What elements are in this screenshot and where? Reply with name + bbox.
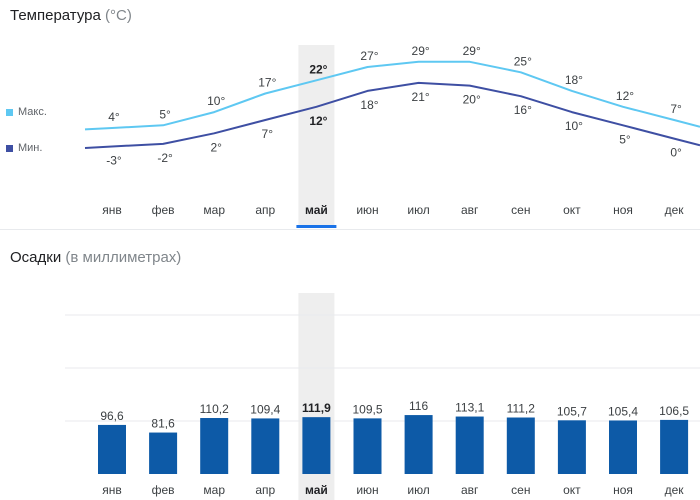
temp-label-min: 0° bbox=[670, 146, 682, 160]
precip-bar-label: 111,9 bbox=[302, 401, 331, 415]
precip-bar-label: 81,6 bbox=[151, 417, 175, 431]
temp-month-label: май bbox=[305, 203, 328, 217]
temp-label-max: 5° bbox=[159, 107, 171, 121]
temp-month-label: окт bbox=[563, 203, 581, 217]
section-divider bbox=[0, 229, 700, 230]
precip-bar-label: 106,5 bbox=[659, 404, 689, 418]
precip-bar-label: 113,1 bbox=[455, 401, 484, 415]
precip-month-label: июл bbox=[407, 483, 429, 497]
temp-month-label: авг bbox=[461, 203, 479, 217]
precip-month-label: окт bbox=[563, 483, 581, 497]
precip-bar bbox=[506, 417, 535, 474]
temp-label-min: 2° bbox=[210, 140, 222, 154]
temp-label-max: 7° bbox=[670, 102, 682, 116]
precip-bar-label: 109,4 bbox=[250, 402, 280, 416]
selected-month-underline bbox=[296, 225, 337, 228]
temp-series-line-max bbox=[84, 60, 700, 131]
temp-month-label: июл bbox=[407, 203, 429, 217]
legend-min-label: Мин. bbox=[18, 142, 43, 154]
temp-label-max: 4° bbox=[108, 110, 120, 124]
legend-min-swatch bbox=[6, 144, 13, 152]
legend-max: Макс. bbox=[6, 106, 47, 118]
selected-month-band-temp bbox=[298, 45, 335, 225]
precipitation-title: Осадки (в миллиметрах) bbox=[10, 249, 181, 266]
precip-bar bbox=[353, 418, 382, 474]
precip-month-label: мар bbox=[203, 483, 225, 497]
temp-month-label: июн bbox=[356, 203, 378, 217]
precip-bar bbox=[660, 419, 689, 474]
temp-label-max: 18° bbox=[565, 73, 583, 87]
precip-bar-label: 105,4 bbox=[608, 404, 638, 418]
precip-bar bbox=[609, 420, 637, 474]
temp-series-line-min bbox=[84, 81, 700, 149]
temp-label-max: 17° bbox=[258, 76, 276, 90]
precip-month-label: ноя bbox=[613, 483, 633, 497]
precip-bar bbox=[302, 417, 331, 474]
precipitation-unit: (в миллиметрах) bbox=[65, 249, 182, 266]
temp-month-label: ноя bbox=[613, 203, 633, 217]
precip-bar bbox=[251, 418, 280, 474]
precip-month-label: апр bbox=[255, 483, 275, 497]
precip-bar-label: 109,5 bbox=[352, 402, 382, 416]
temp-label-max: 29° bbox=[412, 44, 430, 58]
temp-label-max: 25° bbox=[514, 54, 532, 68]
precip-bar bbox=[98, 424, 126, 474]
precip-month-label: авг bbox=[461, 483, 479, 497]
precipitation-title-text: Осадки bbox=[10, 249, 62, 266]
temp-label-min: 16° bbox=[514, 103, 532, 117]
precip-month-label: янв bbox=[102, 483, 122, 497]
temp-label-min: 7° bbox=[262, 127, 274, 141]
precip-bar-label: 116 bbox=[409, 399, 428, 413]
temp-label-min: 21° bbox=[412, 90, 430, 104]
temperature-title-text: Температура bbox=[10, 7, 101, 24]
precip-bar bbox=[200, 418, 229, 474]
temp-label-max: 27° bbox=[360, 49, 378, 63]
temp-month-label: янв bbox=[102, 203, 122, 217]
precip-bar bbox=[455, 416, 484, 474]
temp-month-label: мар bbox=[203, 203, 225, 217]
temp-month-label: дек bbox=[665, 203, 685, 217]
temp-label-max: 29° bbox=[463, 44, 481, 58]
precip-bar-label: 96,6 bbox=[100, 409, 124, 423]
temp-label-max: 10° bbox=[207, 94, 225, 108]
legend-min: Мин. bbox=[6, 142, 42, 154]
temperature-title: Температура (°C) bbox=[10, 7, 132, 24]
precip-month-label: дек bbox=[665, 483, 685, 497]
legend-max-label: Макс. bbox=[18, 106, 47, 118]
precip-bar bbox=[404, 415, 433, 474]
precip-month-label: июн bbox=[356, 483, 378, 497]
temp-label-min: 20° bbox=[463, 93, 481, 107]
temp-label-max: 22° bbox=[309, 62, 327, 76]
temp-label-min: -3° bbox=[106, 154, 122, 168]
precip-bar bbox=[557, 420, 586, 474]
temp-month-label: сен bbox=[511, 203, 530, 217]
temp-label-min: 5° bbox=[619, 132, 631, 146]
temp-label-min: -2° bbox=[157, 151, 173, 165]
temp-label-min: 12° bbox=[309, 114, 327, 128]
precip-month-label: сен bbox=[511, 483, 530, 497]
precip-month-label: май bbox=[305, 483, 328, 497]
temp-label-min: 10° bbox=[565, 119, 583, 133]
precip-bar-label: 105,7 bbox=[557, 404, 587, 418]
precip-month-label: фев bbox=[152, 483, 175, 497]
precip-bar-label: 111,2 bbox=[507, 402, 536, 416]
precip-bar bbox=[149, 432, 178, 474]
precip-bar-label: 110,2 bbox=[200, 402, 229, 416]
temp-label-max: 12° bbox=[616, 89, 634, 103]
temp-month-label: фев bbox=[152, 203, 175, 217]
legend-max-swatch bbox=[6, 108, 13, 116]
temp-month-label: апр bbox=[255, 203, 275, 217]
temperature-unit: (°C) bbox=[105, 7, 132, 24]
temp-label-min: 18° bbox=[360, 98, 378, 112]
